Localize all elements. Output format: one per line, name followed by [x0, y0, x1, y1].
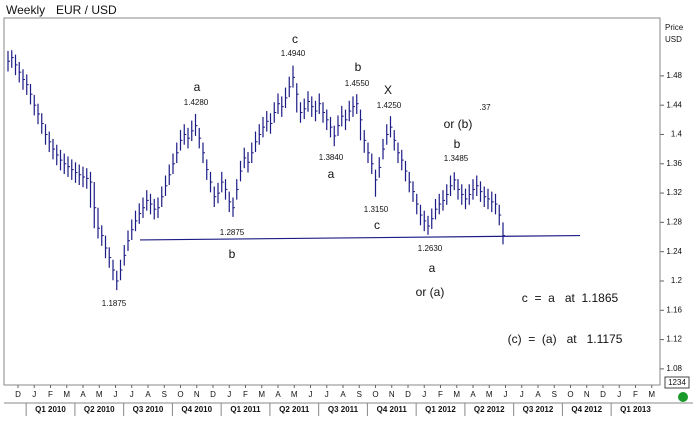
- wave-annotation: X: [384, 83, 392, 97]
- wave-annotation: c: [374, 218, 380, 232]
- month-label: J: [130, 390, 134, 399]
- month-label: M: [96, 390, 103, 399]
- wave-annotation: 1.4940: [281, 49, 306, 58]
- quarter-label: Q1 2013: [620, 405, 651, 414]
- wave-annotation: c = a at 1.1865: [522, 291, 619, 305]
- month-label: N: [389, 390, 395, 399]
- month-label: A: [80, 390, 86, 399]
- month-label: A: [145, 390, 151, 399]
- y-tick-label: 1.24: [666, 247, 682, 256]
- y-tick-label: 1.4: [671, 130, 683, 139]
- wave-annotation: a: [194, 80, 201, 94]
- quarter-label: Q4 2011: [377, 405, 408, 414]
- quarter-label: Q3 2012: [523, 405, 554, 414]
- quarter-label: Q3 2011: [328, 405, 359, 414]
- month-label: J: [309, 390, 313, 399]
- wave-annotation: 1.1875: [102, 299, 127, 308]
- corner-box-label: 1234: [668, 378, 686, 387]
- month-label: N: [194, 390, 200, 399]
- month-label: D: [600, 390, 606, 399]
- month-label: D: [15, 390, 21, 399]
- month-label: M: [258, 390, 265, 399]
- wave-annotation: 1.4250: [377, 101, 402, 110]
- wave-annotation: a: [328, 167, 335, 181]
- month-label: J: [504, 390, 508, 399]
- wave-annotation: b: [229, 247, 236, 261]
- month-label: M: [63, 390, 70, 399]
- month-label: A: [275, 390, 281, 399]
- month-label: M: [291, 390, 298, 399]
- month-label: J: [32, 390, 36, 399]
- month-label: F: [243, 390, 248, 399]
- month-label: A: [340, 390, 346, 399]
- y-axis-label: USD: [665, 35, 682, 44]
- month-label: N: [584, 390, 590, 399]
- month-label: J: [617, 390, 621, 399]
- month-label: F: [48, 390, 53, 399]
- month-label: A: [535, 390, 541, 399]
- wave-annotation: c: [292, 32, 298, 46]
- month-label: J: [325, 390, 329, 399]
- y-tick-label: 1.12: [666, 335, 682, 344]
- trendline: [139, 234, 581, 241]
- wave-annotation: 1.3150: [364, 205, 389, 214]
- wave-annotation: 1.2630: [418, 244, 443, 253]
- y-tick-label: 1.44: [666, 100, 682, 109]
- wave-annotation: 1.3840: [319, 153, 344, 162]
- y-tick-label: 1.28: [666, 217, 682, 226]
- y-tick-label: 1.16: [666, 305, 682, 314]
- quarter-label: Q3 2010: [133, 405, 164, 414]
- month-label: O: [177, 390, 183, 399]
- quarter-label: Q4 2010: [181, 405, 212, 414]
- status-indicator: [678, 392, 688, 402]
- month-label: D: [210, 390, 216, 399]
- wave-annotation: 1.4280: [184, 98, 209, 107]
- wave-annotation: or (b): [444, 117, 473, 131]
- quarter-label: Q2 2011: [279, 405, 310, 414]
- wave-annotation: 1.4550: [345, 79, 370, 88]
- plot-frame: [3, 17, 661, 386]
- month-label: J: [114, 390, 118, 399]
- quarter-label: Q1 2010: [35, 405, 66, 414]
- month-label: J: [422, 390, 426, 399]
- month-label: J: [227, 390, 231, 399]
- chart-subtitle: EUR / USD: [56, 3, 117, 17]
- month-label: O: [372, 390, 378, 399]
- wave-annotation: 1.2875: [220, 228, 245, 237]
- wave-annotation: or (a): [416, 285, 445, 299]
- month-label: M: [648, 390, 655, 399]
- wave-annotation: a: [429, 261, 436, 275]
- y-tick-label: 1.2: [671, 276, 683, 285]
- y-tick-label: 1.48: [666, 71, 682, 80]
- y-axis-label: Price: [665, 23, 684, 32]
- month-label: O: [567, 390, 573, 399]
- month-label: S: [357, 390, 362, 399]
- month-label: M: [486, 390, 493, 399]
- month-label: J: [520, 390, 524, 399]
- quarter-label: Q1 2012: [425, 405, 456, 414]
- month-label: F: [438, 390, 443, 399]
- wave-annotation: b: [454, 137, 461, 151]
- quarter-label: Q1 2011: [230, 405, 261, 414]
- month-label: A: [470, 390, 476, 399]
- wave-annotation: b: [355, 60, 362, 74]
- y-tick-label: 1.32: [666, 188, 682, 197]
- wave-annotation: .37: [479, 103, 491, 112]
- wave-annotation: (c) = (a) at 1.1175: [508, 332, 623, 346]
- month-label: F: [633, 390, 638, 399]
- month-label: M: [453, 390, 460, 399]
- y-tick-label: 1.08: [666, 364, 682, 373]
- y-tick-label: 1.36: [666, 159, 682, 168]
- wave-annotation: 1.3485: [444, 154, 469, 163]
- quarter-label: Q4 2012: [571, 405, 602, 414]
- chart-title: Weekly: [6, 3, 45, 17]
- quarter-label: Q2 2012: [474, 405, 505, 414]
- quarter-label: Q2 2010: [84, 405, 115, 414]
- month-label: S: [552, 390, 557, 399]
- month-label: S: [162, 390, 167, 399]
- month-label: D: [405, 390, 411, 399]
- corner-box: [664, 376, 690, 389]
